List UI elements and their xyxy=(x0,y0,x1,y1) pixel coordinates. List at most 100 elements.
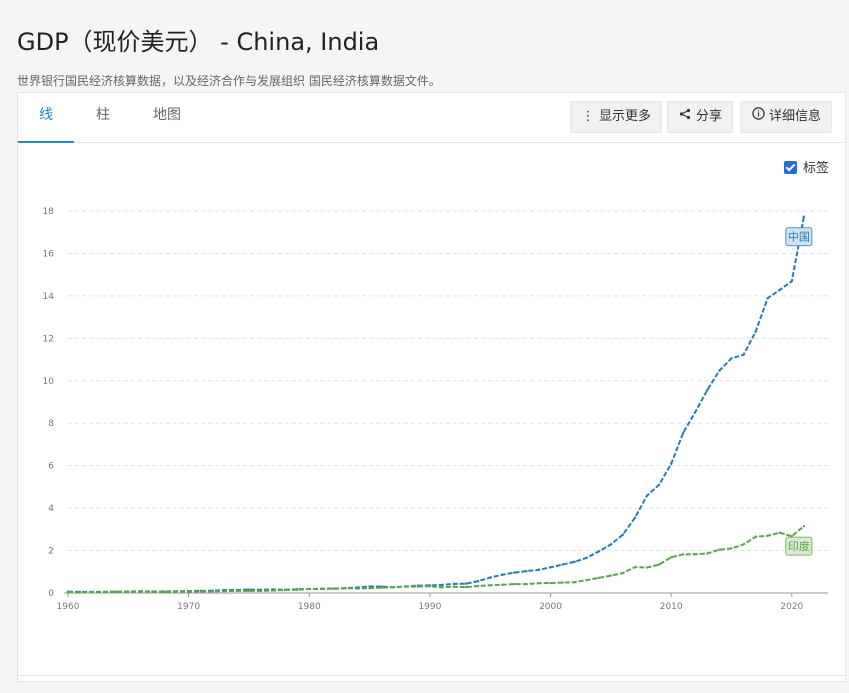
data-point xyxy=(778,531,781,534)
data-point xyxy=(78,590,82,594)
series-line-1 xyxy=(68,525,805,594)
data-point xyxy=(259,589,263,593)
details-label: 详细信息 xyxy=(769,109,822,124)
share-icon xyxy=(678,102,692,132)
y-tick-label: 6 xyxy=(48,462,54,472)
data-point xyxy=(127,590,130,593)
x-tick-label: 1980 xyxy=(298,602,321,612)
data-point xyxy=(657,563,661,566)
data-point xyxy=(549,581,552,585)
labels-toggle[interactable]: 标签 xyxy=(784,157,829,176)
data-point xyxy=(368,586,371,590)
data-point xyxy=(766,534,769,537)
data-point xyxy=(296,588,299,592)
data-point xyxy=(597,576,600,580)
y-axis-ticks: 0 2 4 6 8 10 12 14 16 18 xyxy=(43,207,55,599)
data-point xyxy=(102,590,106,594)
y-tick-label: 2 xyxy=(48,547,54,557)
data-point xyxy=(645,566,649,569)
data-point xyxy=(790,280,794,283)
data-point xyxy=(440,583,444,587)
data-point xyxy=(163,590,166,594)
data-point xyxy=(476,584,480,588)
series-label-box xyxy=(785,227,813,247)
series-label: 中国 xyxy=(788,231,810,244)
data-point xyxy=(187,590,190,593)
page: GDP（现价美元） - China, India 世界银行国民经济核算数据，以及… xyxy=(0,0,849,679)
card-footer-divider xyxy=(18,675,845,681)
data-point xyxy=(199,590,202,593)
data-point xyxy=(271,589,275,592)
y-tick-label: 18 xyxy=(43,207,55,217)
data-point xyxy=(66,590,70,594)
data-point xyxy=(90,590,94,594)
data-point xyxy=(235,589,239,593)
vertical-ellipsis-icon: ⋮ xyxy=(581,109,595,124)
data-point xyxy=(730,547,733,550)
data-point xyxy=(609,543,613,546)
x-axis: 1960 1970 1980 1990 2000 2010 2020 xyxy=(57,592,828,612)
tab-line[interactable]: 线 xyxy=(18,93,74,143)
data-point xyxy=(573,560,576,564)
data-point xyxy=(802,524,806,528)
data-point xyxy=(585,556,588,559)
data-point xyxy=(476,579,480,583)
data-point xyxy=(525,569,528,573)
data-point xyxy=(621,571,625,575)
data-point xyxy=(573,580,576,584)
show-more-button[interactable]: ⋮ 显示更多 xyxy=(570,101,663,133)
data-point xyxy=(380,586,383,589)
data-point xyxy=(657,483,661,486)
labels-checkbox[interactable] xyxy=(784,161,797,174)
data-point xyxy=(561,581,564,584)
data-point xyxy=(645,494,649,497)
data-point xyxy=(549,566,552,569)
y-tick-label: 16 xyxy=(43,249,55,259)
data-point xyxy=(151,590,154,594)
data-point xyxy=(416,585,420,588)
data-point xyxy=(428,585,432,588)
data-point xyxy=(597,550,600,553)
tab-map[interactable]: 地图 xyxy=(153,107,181,123)
data-point xyxy=(115,590,118,593)
y-tick-label: 8 xyxy=(48,419,54,429)
data-point xyxy=(464,582,468,585)
series-label: 印度 xyxy=(788,539,810,553)
data-point xyxy=(247,589,251,593)
y-tick-label: 12 xyxy=(43,334,54,344)
data-point xyxy=(392,585,395,589)
data-point xyxy=(501,573,504,576)
data-point xyxy=(175,590,178,593)
data-point xyxy=(585,578,588,582)
tab-bar[interactable]: 柱 xyxy=(96,107,110,123)
y-tick-label: 0 xyxy=(48,589,54,599)
data-point xyxy=(633,565,637,569)
data-point xyxy=(223,589,227,593)
data-point xyxy=(669,462,673,465)
y-tick-label: 10 xyxy=(43,377,55,387)
x-tick-label: 2020 xyxy=(780,602,803,612)
details-button[interactable]: 详细信息 xyxy=(740,101,833,133)
data-point xyxy=(139,590,142,594)
info-circle-icon xyxy=(751,102,765,132)
data-point xyxy=(669,556,673,559)
chart-series xyxy=(66,215,806,594)
data-point xyxy=(404,585,407,588)
page-title: GDP（现价美元） - China, India xyxy=(17,28,380,56)
data-point xyxy=(718,369,721,372)
data-point xyxy=(694,552,697,556)
data-point xyxy=(489,576,492,579)
series-label-box xyxy=(785,536,813,556)
data-point xyxy=(682,553,685,556)
data-point xyxy=(513,571,516,574)
share-label: 分享 xyxy=(696,109,723,124)
data-point xyxy=(332,587,335,590)
data-point xyxy=(718,548,721,551)
x-tick-label: 2010 xyxy=(660,602,683,612)
share-button[interactable]: 分享 xyxy=(667,101,734,133)
data-point xyxy=(513,582,516,586)
data-point xyxy=(525,582,528,586)
data-point xyxy=(537,582,540,585)
chart-grid xyxy=(68,210,828,552)
data-point xyxy=(283,588,287,592)
